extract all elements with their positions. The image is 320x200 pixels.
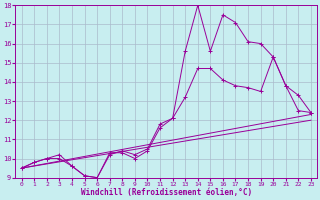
X-axis label: Windchill (Refroidissement éolien,°C): Windchill (Refroidissement éolien,°C) xyxy=(81,188,252,197)
